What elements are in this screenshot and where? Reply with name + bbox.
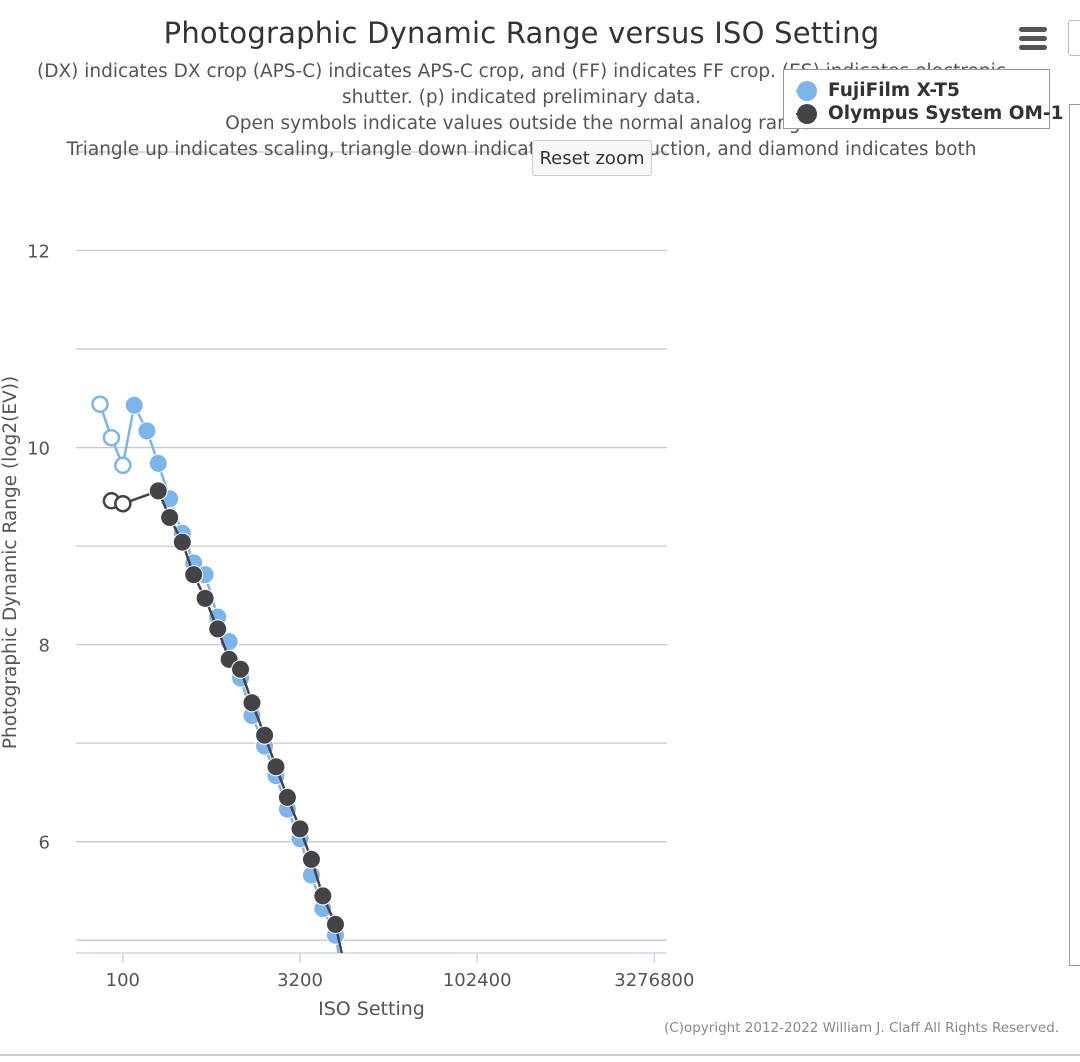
y-tick-label: 6 [39,833,50,854]
data-point-0-4 [137,421,157,441]
x-axis-title: ISO Setting [318,998,425,1020]
data-point-1-4 [172,532,192,552]
data-point-0-5 [148,453,168,473]
legend-label-fujifilm: FujiFilm X-T5 [828,80,960,101]
data-point-1-5 [184,565,204,585]
legend-label-olympus: Olympus System OM-1 [828,103,1064,124]
reset-zoom-button[interactable]: Reset zoom [532,140,652,176]
adjacent-panel-frame [1069,104,1080,966]
y-tick-label: 8 [39,636,50,657]
data-point-1-9 [231,659,251,679]
y-axis-title: Photographic Dynamic Range (log2(EV)) [0,376,21,749]
y-tick-label: 10 [27,439,50,460]
data-point-1-13 [277,787,297,807]
chart-subtitle-line-2: shutter. (p) indicated preliminary data. [341,87,702,108]
chart-title: Photographic Dynamic Range versus ISO Se… [163,16,880,50]
chart-subtitle-line-1: (DX) indicates DX crop (APS-C) indicates… [37,61,1006,82]
data-point-0-2 [114,456,132,475]
x-tick-label: 102400 [443,970,512,991]
data-point-1-1 [114,494,132,513]
data-point-0-0 [91,395,109,413]
data-point-1-12 [266,757,286,777]
data-point-1-17 [325,914,345,934]
legend-marker-olympus [797,104,817,124]
chart-legend: FujiFilm X-T5 Olympus System OM-1 [783,69,1063,129]
data-point-1-15 [301,849,321,869]
hamburger-menu-icon-bar [1019,36,1047,41]
data-point-1-14 [290,819,310,839]
chart-subtitle-line-3: Open symbols indicate values outside the… [225,113,818,134]
data-point-1-7 [208,619,228,639]
chart-context-menu-button[interactable] [1014,22,1054,56]
data-point-1-16 [313,886,333,906]
legend-marker-fujifilm [797,81,817,101]
chart-subtitle-line-4: Triangle up indicates scaling, triangle … [66,139,977,160]
x-tick-label: 100 [106,970,140,991]
series-line-0 [98,401,340,953]
edge-select-control[interactable] [1068,20,1080,56]
data-point-1-10 [242,693,262,713]
data-point-1-11 [255,725,275,745]
x-tick-label: 3276800 [614,970,694,991]
series-line-1 [111,489,343,953]
data-point-0-1 [102,428,121,447]
data-point-0-3 [124,395,144,415]
x-tick-label: 3200 [277,970,323,991]
chart-credits: (C)opyright 2012-2022 William J. Claff A… [664,1020,1060,1036]
data-point-1-3 [160,508,180,528]
hamburger-menu-icon-bar [1019,45,1047,50]
data-point-1-2 [148,481,168,501]
bottom-divider [0,1054,1080,1056]
hamburger-menu-icon [1019,27,1047,32]
data-point-1-6 [195,588,215,608]
y-tick-label: 12 [27,242,50,263]
